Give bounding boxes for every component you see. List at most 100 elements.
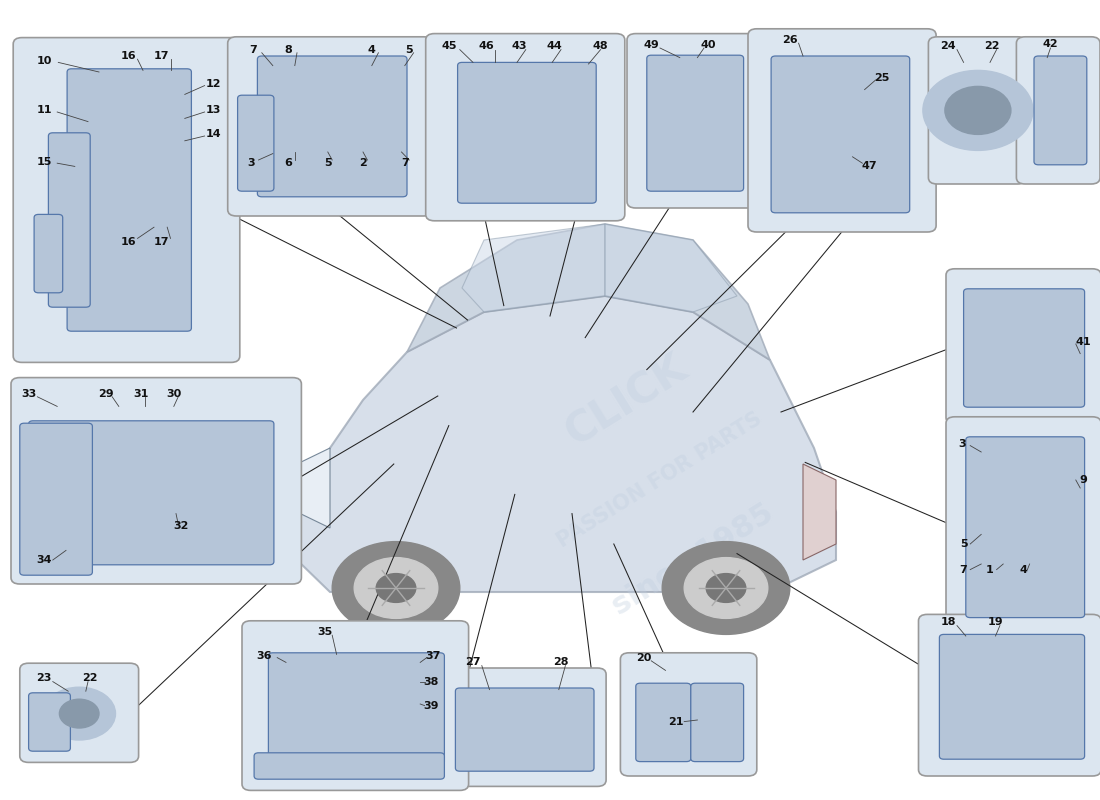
Text: 13: 13: [206, 106, 221, 115]
Polygon shape: [462, 224, 605, 312]
FancyBboxPatch shape: [458, 62, 596, 203]
FancyBboxPatch shape: [20, 663, 139, 762]
Text: 37: 37: [426, 651, 441, 661]
Text: 34: 34: [36, 555, 52, 565]
Text: 48: 48: [593, 42, 608, 51]
Text: 27: 27: [465, 658, 481, 667]
Circle shape: [662, 542, 790, 634]
FancyBboxPatch shape: [918, 614, 1100, 776]
FancyBboxPatch shape: [67, 69, 191, 331]
Text: 35: 35: [317, 627, 332, 637]
Text: 41: 41: [1076, 338, 1091, 347]
Text: 21: 21: [668, 717, 683, 726]
Text: 31: 31: [133, 389, 148, 398]
Text: 18: 18: [940, 618, 956, 627]
Text: PASSION FOR PARTS: PASSION FOR PARTS: [554, 409, 766, 551]
Text: 45: 45: [441, 42, 456, 51]
Text: 42: 42: [1043, 39, 1058, 49]
Polygon shape: [297, 296, 836, 592]
Circle shape: [684, 558, 768, 618]
Text: 5: 5: [406, 45, 412, 54]
FancyBboxPatch shape: [437, 668, 606, 786]
FancyBboxPatch shape: [29, 693, 70, 751]
FancyBboxPatch shape: [268, 653, 444, 765]
FancyBboxPatch shape: [257, 56, 407, 197]
Text: 7: 7: [400, 158, 409, 168]
FancyBboxPatch shape: [13, 38, 240, 362]
Text: 3: 3: [248, 158, 254, 168]
Text: 44: 44: [547, 42, 562, 51]
Text: 47: 47: [861, 162, 877, 171]
Text: 2: 2: [359, 158, 367, 168]
FancyBboxPatch shape: [11, 378, 301, 584]
Polygon shape: [605, 224, 737, 312]
FancyBboxPatch shape: [636, 683, 691, 762]
Text: 16: 16: [121, 237, 136, 246]
Polygon shape: [297, 448, 330, 528]
Text: 8: 8: [284, 45, 293, 54]
Text: 7: 7: [959, 565, 968, 574]
Text: 9: 9: [1079, 475, 1088, 485]
FancyBboxPatch shape: [238, 95, 274, 191]
FancyBboxPatch shape: [939, 634, 1085, 759]
Circle shape: [43, 687, 116, 740]
Text: 3: 3: [959, 439, 966, 449]
FancyBboxPatch shape: [691, 683, 744, 762]
Text: 15: 15: [36, 157, 52, 166]
FancyBboxPatch shape: [48, 133, 90, 307]
Text: 22: 22: [984, 42, 1000, 51]
Circle shape: [706, 574, 746, 602]
Text: 32: 32: [174, 522, 189, 531]
Text: 17: 17: [154, 51, 169, 61]
Text: 10: 10: [36, 56, 52, 66]
Text: 28: 28: [553, 658, 569, 667]
FancyBboxPatch shape: [1034, 56, 1087, 165]
Text: 5: 5: [324, 158, 331, 168]
Text: 36: 36: [256, 651, 272, 661]
FancyBboxPatch shape: [426, 34, 625, 221]
Circle shape: [332, 542, 460, 634]
Text: 4: 4: [367, 45, 376, 54]
FancyBboxPatch shape: [20, 423, 92, 575]
FancyBboxPatch shape: [647, 55, 744, 191]
Text: 20: 20: [636, 653, 651, 662]
Text: 38: 38: [424, 677, 439, 686]
Text: 6: 6: [284, 158, 293, 168]
FancyBboxPatch shape: [228, 37, 432, 216]
Text: 29: 29: [98, 389, 113, 398]
FancyBboxPatch shape: [748, 29, 936, 232]
Polygon shape: [407, 224, 770, 360]
FancyBboxPatch shape: [964, 289, 1085, 407]
Text: 4: 4: [1019, 565, 1027, 574]
Text: 23: 23: [36, 674, 52, 683]
Text: 22: 22: [82, 674, 98, 683]
Text: 1: 1: [986, 565, 994, 574]
FancyBboxPatch shape: [966, 437, 1085, 618]
Text: 40: 40: [701, 40, 716, 50]
FancyBboxPatch shape: [928, 37, 1026, 184]
Circle shape: [923, 70, 1033, 150]
Text: 7: 7: [249, 45, 257, 54]
Text: 5: 5: [960, 539, 967, 549]
Text: 14: 14: [206, 130, 221, 139]
FancyBboxPatch shape: [771, 56, 910, 213]
FancyBboxPatch shape: [29, 421, 274, 565]
Text: since 1985: since 1985: [607, 498, 779, 622]
Text: 46: 46: [478, 42, 494, 51]
FancyBboxPatch shape: [620, 653, 757, 776]
Text: 19: 19: [988, 618, 1003, 627]
Text: 39: 39: [424, 701, 439, 710]
Text: 11: 11: [36, 106, 52, 115]
FancyBboxPatch shape: [627, 34, 760, 208]
Text: 24: 24: [940, 42, 956, 51]
FancyBboxPatch shape: [946, 269, 1100, 424]
Text: 43: 43: [512, 42, 527, 51]
FancyBboxPatch shape: [254, 753, 444, 779]
Text: CLICK: CLICK: [559, 346, 695, 454]
FancyBboxPatch shape: [455, 688, 594, 771]
Text: 17: 17: [154, 237, 169, 246]
Circle shape: [59, 699, 99, 728]
FancyBboxPatch shape: [242, 621, 469, 790]
Text: 25: 25: [874, 74, 890, 83]
Text: 26: 26: [782, 35, 797, 45]
